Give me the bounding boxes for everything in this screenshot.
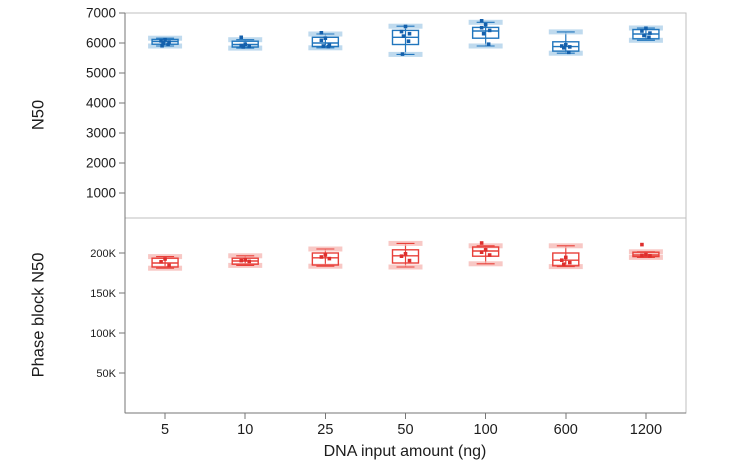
box-n50-600-point (566, 50, 571, 55)
y-tick-label-panel1: 150K (90, 288, 116, 300)
box-phase-block-n50-100-point (479, 250, 484, 254)
box-n50-10-point (241, 45, 246, 49)
box-n50-25-point (323, 36, 328, 41)
box-n50-10-outlier-point (239, 35, 244, 40)
box-phase-block-n50-10-point (239, 258, 244, 263)
x-tick-label: 25 (317, 422, 333, 438)
box-phase-block-n50-600-point (563, 255, 568, 260)
box-n50-600-point (561, 46, 566, 50)
box-n50-100-point (481, 31, 486, 36)
box-n50-5-point (167, 40, 171, 44)
y-axis-title-phase-block-n50: Phase block N50 (29, 252, 48, 378)
box-n50-1200-point (648, 31, 652, 35)
box-n50-25-point (319, 38, 324, 43)
box-phase-block-n50-5-point (163, 257, 167, 261)
box-phase-block-n50-50-point (399, 254, 404, 258)
box-n50-600-point (567, 45, 572, 49)
box-n50-100-point (479, 25, 484, 30)
box-phase-block-n50-10-point (247, 259, 252, 264)
x-tick-label: 50 (397, 422, 413, 438)
box-phase-block-n50-1200-point (644, 252, 648, 257)
box-n50-1200-point (642, 33, 646, 38)
box-phase-block-n50-100-point (483, 248, 488, 252)
box-phase-block-n50-600-box (552, 252, 580, 267)
plot-frame (124, 12, 687, 414)
y-axis-title-n50: N50 (29, 99, 48, 131)
box-phase-block-n50-600-point (561, 262, 566, 266)
y-tick-label-panel0: 5000 (86, 66, 116, 81)
box-n50-600-point (559, 44, 564, 48)
box-n50-100-point (483, 22, 488, 27)
box-n50-5-point (160, 43, 164, 48)
y-tick-label-panel0: 7000 (86, 6, 116, 21)
box-n50-600-point (563, 43, 568, 47)
box-phase-block-n50-1200-outlier-point (640, 242, 644, 247)
box-phase-block-n50-25-point (327, 256, 332, 261)
y-tick-label-panel0: 3000 (86, 126, 116, 141)
box-phase-block-n50-50-point (407, 258, 412, 263)
box-n50-1200-point (647, 35, 651, 40)
x-tick-label: 600 (554, 422, 578, 438)
y-tick-label-panel0: 4000 (86, 96, 116, 111)
box-n50-25-outlier-point (319, 31, 324, 35)
y-tick-label-panel0: 1000 (86, 186, 116, 201)
box-n50-50-point (400, 52, 405, 56)
y-tick-label-panel0: 2000 (86, 156, 116, 171)
box-phase-block-n50-25-point (319, 255, 324, 259)
box-n50-50-point (403, 24, 408, 29)
box-n50-5-point (159, 39, 163, 43)
box-n50-5-point (166, 42, 170, 47)
box-phase-block-n50-5-point (167, 263, 171, 268)
box-n50-5-point (163, 37, 167, 42)
x-tick-label: 5 (161, 422, 169, 438)
box-phase-block-n50-10-point (243, 258, 248, 262)
x-tick-label: 10 (237, 422, 253, 438)
box-n50-1200-point (644, 26, 648, 31)
box-phase-block-n50-25-point (323, 253, 328, 257)
box-n50-100-box (471, 26, 500, 39)
box-phase-block-n50-5-point (159, 260, 163, 264)
x-tick-label: 100 (474, 422, 498, 438)
y-tick-label-panel0: 6000 (86, 36, 116, 51)
box-n50-50-point (407, 31, 412, 36)
box-n50-10-point (247, 44, 252, 49)
box-n50-5-point (161, 41, 165, 46)
box-n50-50-point (401, 34, 406, 38)
y-tick-label-panel1: 100K (90, 328, 116, 340)
box-n50-100-point (487, 28, 492, 33)
y-tick-label-panel1: 50K (96, 368, 116, 380)
x-axis-title: DNA input amount (ng) (323, 443, 487, 460)
box-phase-block-n50-1200-point (640, 253, 644, 258)
y-tick-label-panel1: 200K (90, 248, 116, 260)
box-phase-block-n50-1200-point (648, 254, 652, 258)
box-n50-50-point (406, 39, 411, 44)
box-phase-block-n50-50-point (403, 252, 408, 256)
box-n50-100-outlier-point (479, 19, 484, 23)
box-phase-block-n50-600-point (559, 258, 564, 262)
box-n50-25-point (326, 44, 331, 49)
box-n50-100-point (486, 42, 491, 47)
x-tick-label: 1200 (630, 422, 662, 438)
box-n50-10-point (243, 42, 248, 47)
box-n50-10-point (239, 43, 244, 48)
box-phase-block-n50-25-box (311, 252, 340, 266)
box-phase-block-n50-100-point (487, 253, 492, 257)
box-n50-50-point (399, 29, 404, 34)
box-n50-25-point (321, 44, 326, 48)
box-phase-block-n50-600-point (567, 260, 572, 265)
box-phase-block-n50-100-outlier-point (479, 241, 484, 245)
box-n50-1200-point (640, 29, 644, 33)
